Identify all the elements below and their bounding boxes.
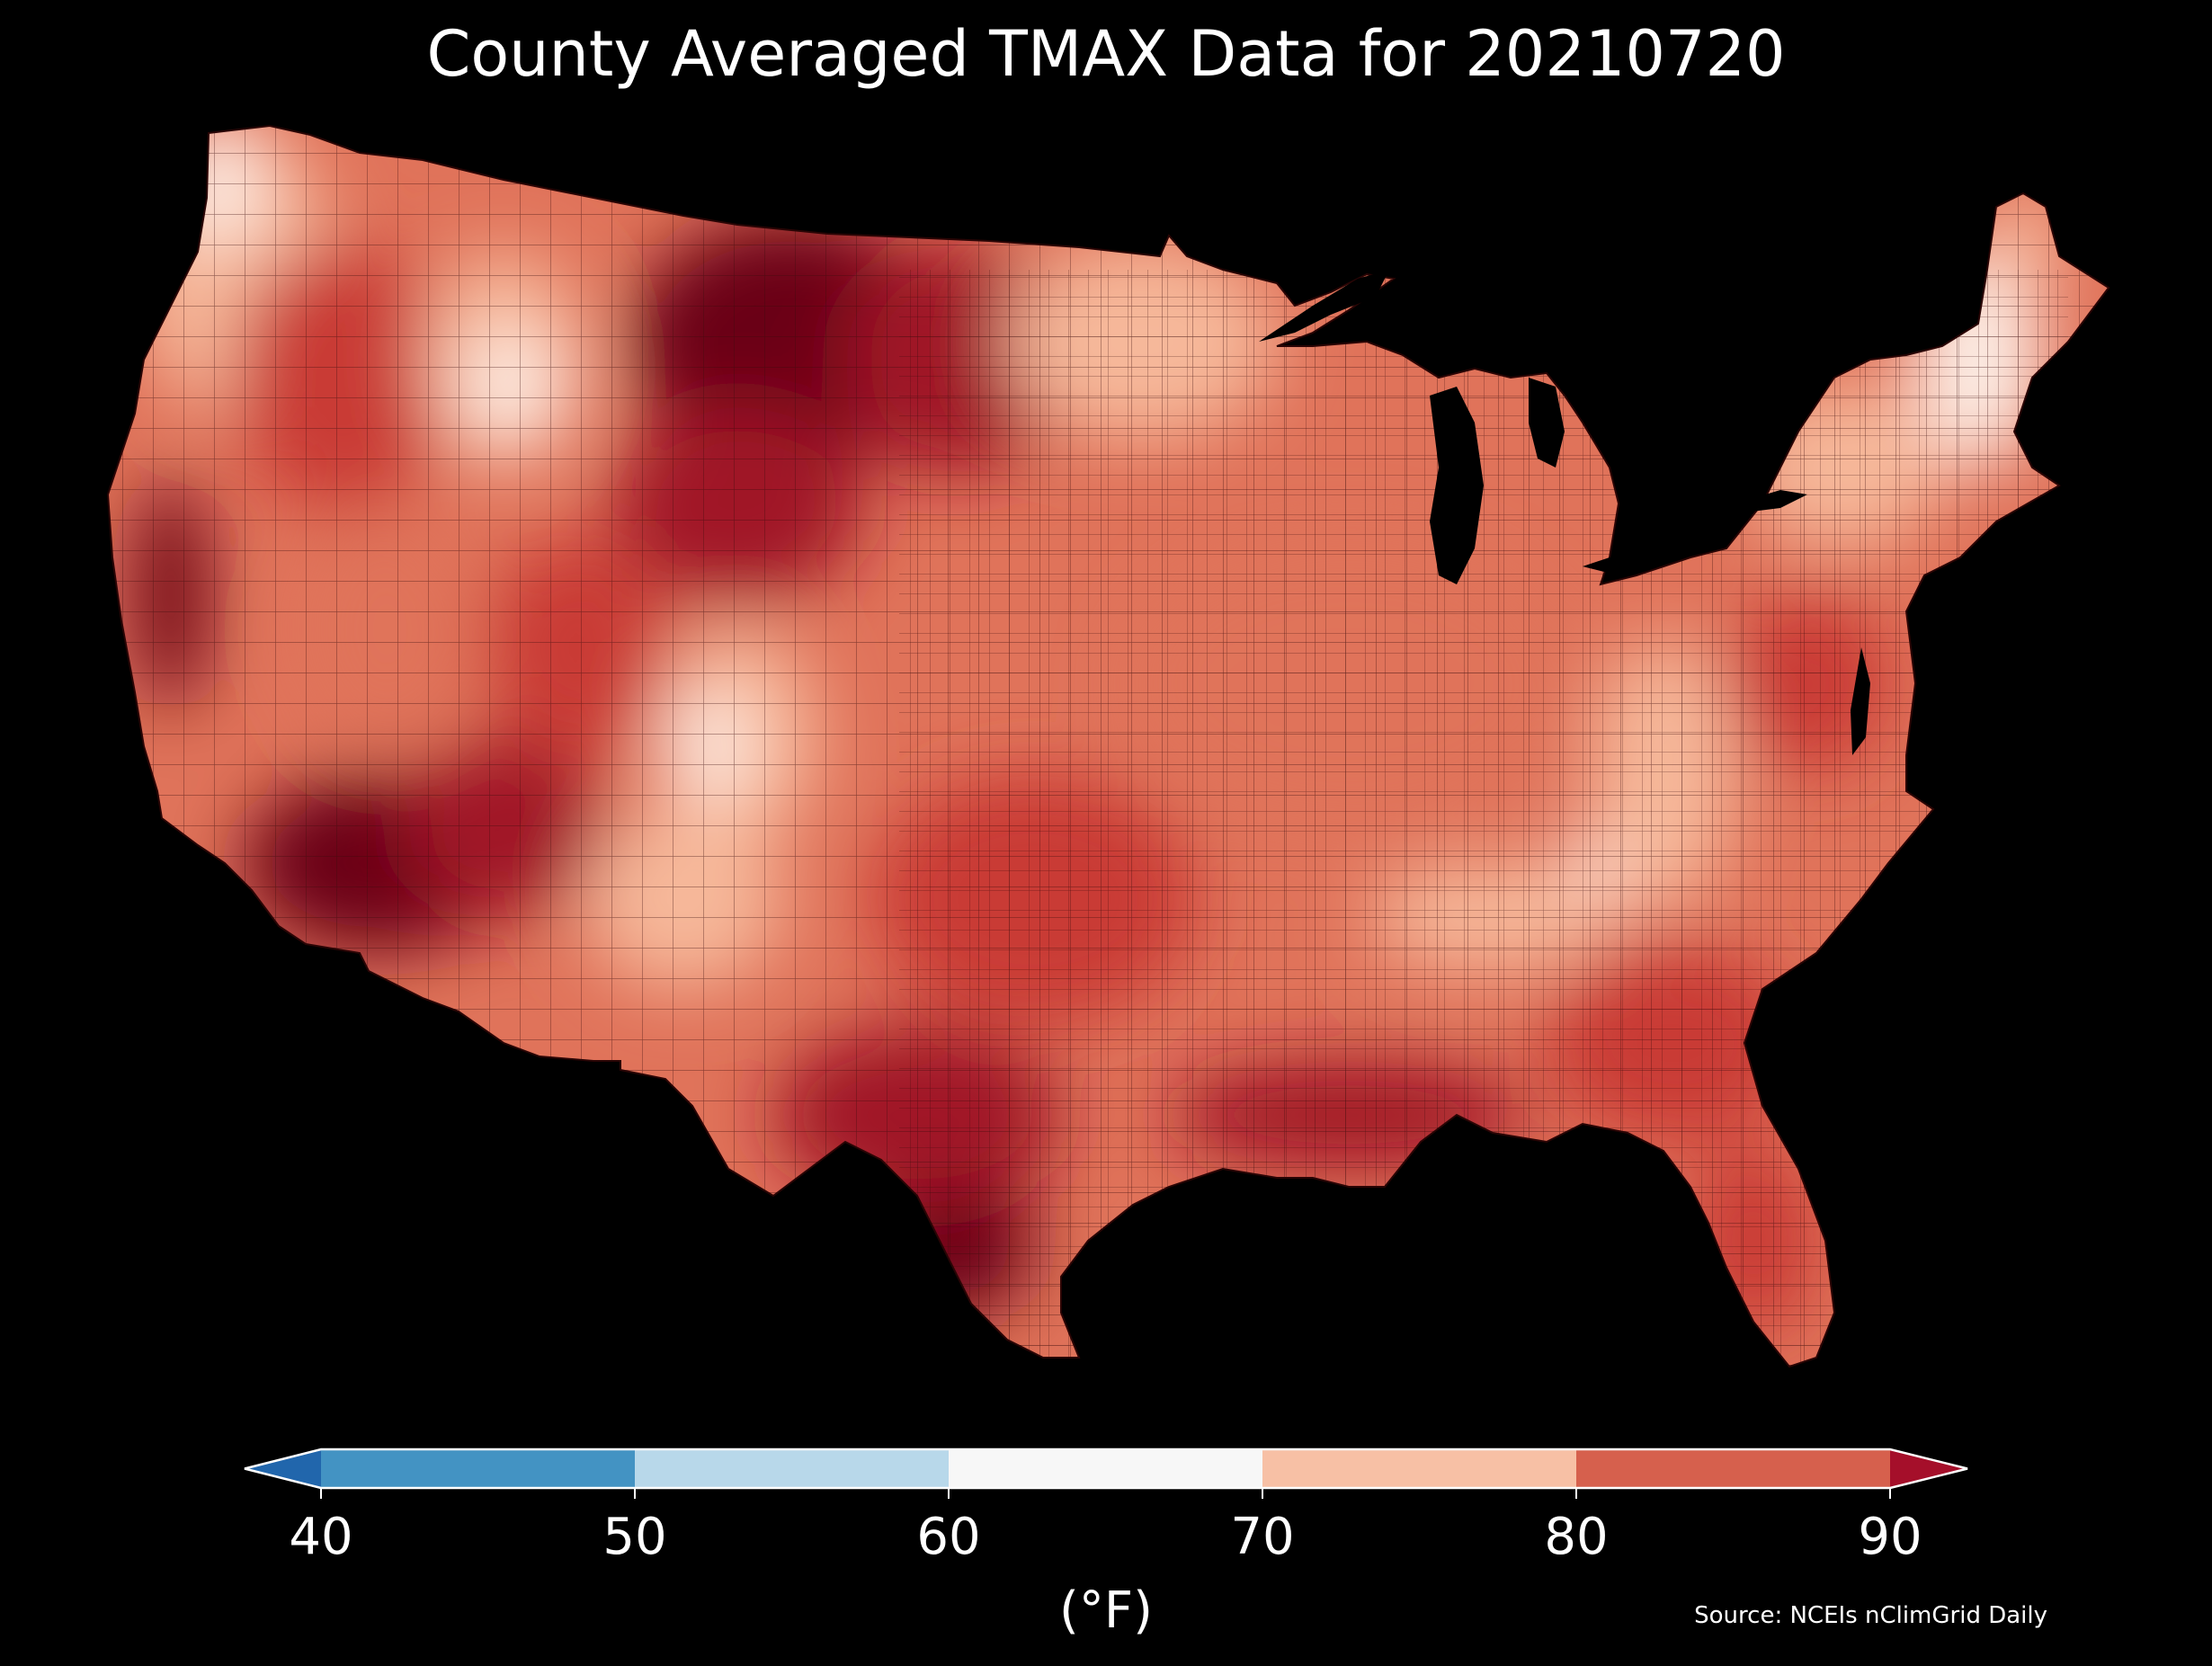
colorbar-bin-80-90 (1576, 1449, 1890, 1488)
colorbar-bin-50-60 (635, 1449, 949, 1488)
colorbar-bin-70-80 (1262, 1449, 1576, 1488)
colorbar-tick-40: 40 (289, 1508, 353, 1566)
lake-superior (1259, 270, 1389, 342)
colorbar-tick-50: 50 (602, 1508, 667, 1566)
lake-michigan (1430, 387, 1484, 584)
colorbar-tick-80: 80 (1544, 1508, 1609, 1566)
source-credit: Source: NCEIs nClimGrid Daily (1694, 1602, 2047, 1629)
colorbar-tick-70: 70 (1230, 1508, 1295, 1566)
lake-huron (1529, 378, 1565, 468)
chesapeake-bay (1851, 647, 1870, 755)
colorbar-tick-90: 90 (1858, 1508, 1922, 1566)
colorbar-tick-60: 60 (916, 1508, 981, 1566)
colorbar-under-arrow (245, 1449, 321, 1488)
colorbar-bin-40-50 (321, 1449, 635, 1488)
lake-erie (1583, 530, 1708, 575)
colorbar-over-arrow (1890, 1449, 1967, 1488)
colorbar-unit-label: (°F) (1059, 1581, 1153, 1640)
lake-ontario (1735, 490, 1807, 512)
colorbar-bin-60-70 (949, 1449, 1262, 1488)
map-title: County Averaged TMAX Data for 20210720 (426, 17, 1786, 91)
